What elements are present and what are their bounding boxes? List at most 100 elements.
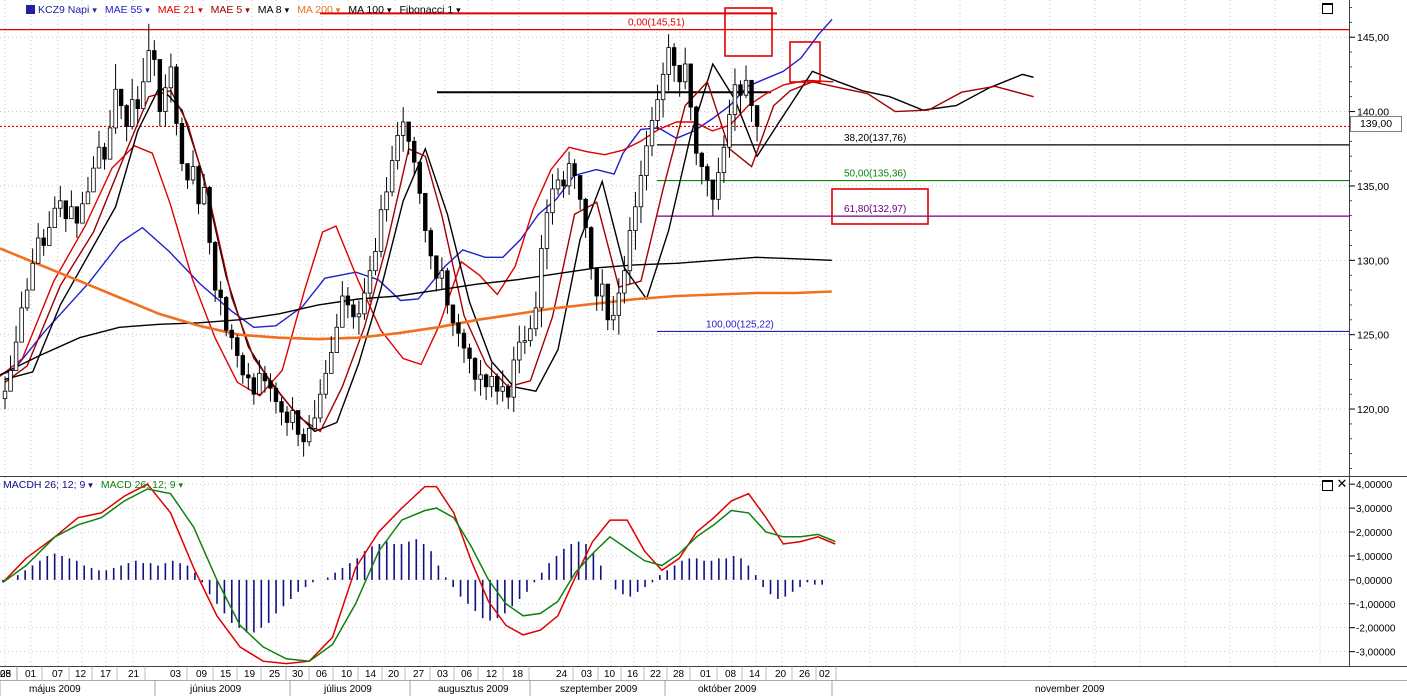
- candle-body: [483, 374, 489, 388]
- price-tick-label: 125,00: [1357, 330, 1389, 342]
- candle-body: [257, 372, 262, 395]
- macd-legend: MACDH 26; 12; 9 ▾ MACD 26; 12; 9 ▾: [3, 478, 191, 492]
- main-legend-item-6[interactable]: MA 100 ▾: [348, 4, 393, 16]
- macd-legend-item-1[interactable]: MACD 26; 12; 9 ▾: [101, 479, 185, 491]
- candle-body: [24, 289, 30, 309]
- macd-tick-label: 1,00000: [1356, 552, 1393, 563]
- legend-label: MA 100: [348, 4, 384, 16]
- candle-body: [434, 255, 439, 279]
- candle-body: [716, 172, 721, 200]
- legend-label: MAE 55: [104, 4, 143, 16]
- candle-body: [378, 209, 384, 252]
- candle-body: [500, 386, 505, 392]
- candle-body: [633, 206, 638, 231]
- ma-line-ma-200: [0, 247, 832, 341]
- price-tick-label: 140,00: [1357, 107, 1389, 119]
- candle-body: [738, 84, 743, 96]
- fibonacci-label: 100,00(125,22): [706, 319, 774, 330]
- dropdown-arrow-icon[interactable]: ▾: [145, 5, 150, 15]
- candle-body: [268, 380, 273, 389]
- dropdown-arrow-icon[interactable]: ▾: [88, 480, 93, 490]
- candle-body: [284, 411, 290, 423]
- candle-body: [511, 359, 516, 398]
- candle-body: [450, 304, 456, 324]
- dropdown-arrow-icon[interactable]: ▾: [178, 480, 184, 490]
- main-legend-item-1[interactable]: MAE 55 ▾: [105, 4, 152, 16]
- day-tick-label: 14: [365, 669, 377, 680]
- candle-body: [555, 179, 561, 190]
- candle-body: [373, 250, 378, 272]
- dropdown-arrow-icon[interactable]: ▾: [386, 5, 392, 15]
- day-tick-label: 20: [388, 669, 400, 680]
- main-price-axis: [1349, 0, 1407, 476]
- candle-body: [445, 270, 450, 306]
- candle-body: [384, 191, 389, 211]
- candle-body: [367, 270, 373, 294]
- day-tick-label: 03: [170, 669, 182, 680]
- dropdown-arrow-icon[interactable]: ▾: [245, 5, 250, 15]
- candle-body: [588, 227, 594, 269]
- day-tick-label: 14: [749, 669, 761, 680]
- annotation-box: [831, 188, 929, 225]
- candle-body: [8, 369, 13, 392]
- candle-body: [583, 198, 588, 228]
- dropdown-arrow-icon[interactable]: ▾: [284, 5, 290, 15]
- candle-body: [251, 377, 257, 395]
- day-tick-label: 06: [461, 669, 473, 680]
- candle-body: [345, 295, 351, 306]
- ma-line-ma-100: [0, 256, 832, 376]
- candle-body: [240, 355, 245, 376]
- main-legend-item-0[interactable]: KCZ9 Napi ▾: [26, 4, 99, 16]
- candle-body: [196, 166, 201, 205]
- candle-body: [743, 79, 749, 96]
- day-tick-label: 19: [244, 669, 256, 680]
- fibonacci-label: 0,00(145,51): [628, 18, 685, 29]
- fibonacci-label: 61,80(132,97): [844, 204, 906, 215]
- day-tick-label: 03: [437, 669, 449, 680]
- candle-body: [594, 267, 599, 297]
- candle-body: [69, 206, 74, 220]
- candle-body: [605, 283, 610, 321]
- month-label: június 2009: [189, 684, 242, 695]
- macd-close-icon[interactable]: ✕: [1336, 476, 1348, 491]
- macd-maximize-icon[interactable]: [1322, 480, 1333, 491]
- fibonacci-label: 38,20(137,76): [844, 133, 906, 144]
- candle-body: [506, 386, 511, 398]
- candle-body: [705, 166, 710, 181]
- dropdown-arrow-icon[interactable]: ▾: [92, 5, 97, 15]
- candle-body: [627, 230, 633, 272]
- main-legend-item-7[interactable]: Fibonacci 1 ▾: [399, 4, 462, 16]
- main-legend-item-3[interactable]: MAE 5 ▾: [211, 4, 252, 16]
- candle-body: [389, 160, 395, 193]
- main-legend-item-2[interactable]: MAE 21 ▾: [158, 4, 205, 16]
- day-tick-label: 05: [0, 669, 12, 680]
- candle-body: [533, 307, 539, 330]
- dropdown-arrow-icon[interactable]: ▾: [335, 5, 341, 15]
- candle-body: [229, 329, 234, 339]
- candle-body: [577, 175, 583, 200]
- candle-body: [749, 79, 754, 107]
- candle-body: [306, 427, 312, 443]
- candle-body: [439, 270, 445, 279]
- main-legend-item-4[interactable]: MA 8 ▾: [258, 4, 291, 16]
- candle-body: [655, 99, 660, 121]
- annotation-box: [724, 7, 773, 57]
- main-legend-item-5[interactable]: MA 200 ▾: [297, 4, 342, 16]
- dropdown-arrow-icon[interactable]: ▾: [198, 5, 203, 15]
- dropdown-arrow-icon[interactable]: ▾: [456, 5, 461, 15]
- candle-body: [362, 292, 367, 315]
- candle-body: [666, 47, 671, 75]
- day-tick-label: 18: [512, 669, 524, 680]
- candle-body: [417, 161, 422, 194]
- candle-body: [35, 237, 41, 264]
- candle-body: [179, 123, 185, 165]
- candle-body: [456, 322, 461, 334]
- candle-body: [660, 73, 666, 101]
- candle-body: [218, 289, 223, 298]
- day-tick-label: 20: [775, 669, 787, 680]
- day-tick-label: 28: [673, 669, 685, 680]
- macd-legend-item-0[interactable]: MACDH 26; 12; 9 ▾: [3, 479, 95, 491]
- main-maximize-icon[interactable]: [1322, 3, 1333, 14]
- macd-tick-label: 2,00000: [1356, 528, 1393, 539]
